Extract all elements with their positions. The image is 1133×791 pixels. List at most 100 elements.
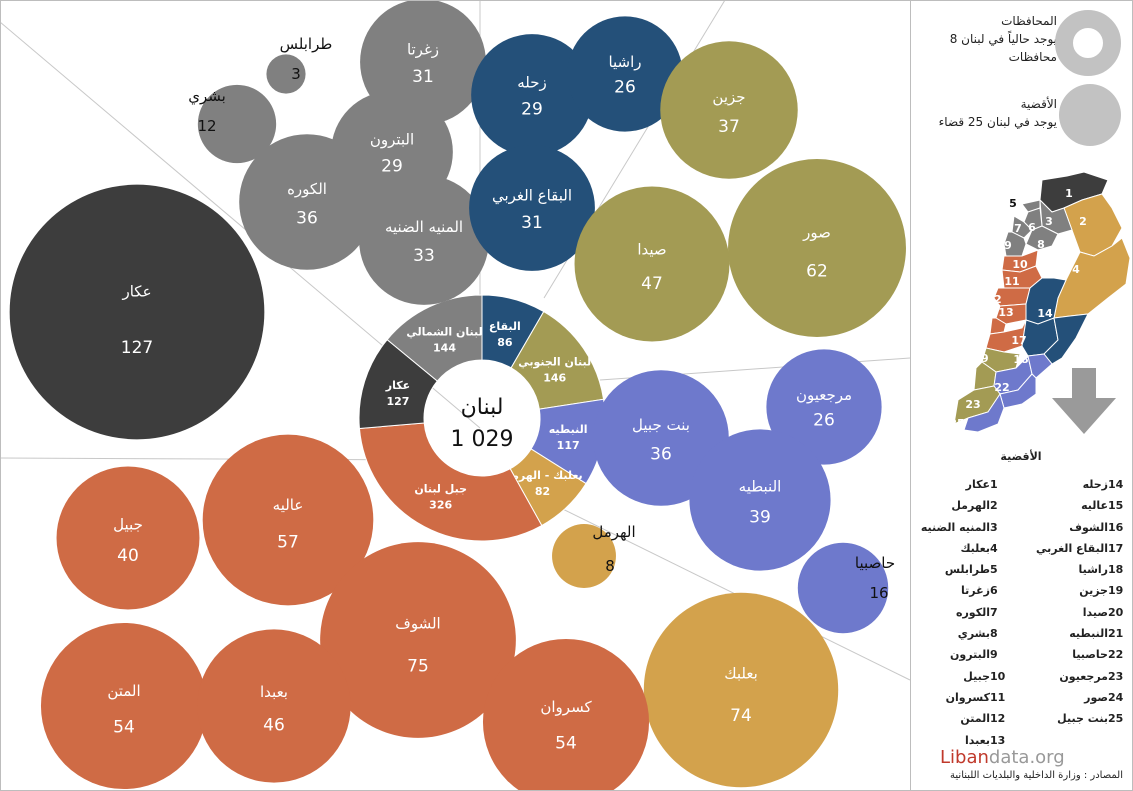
map-district-number: 23	[965, 398, 980, 411]
district-index-name: جزين	[1079, 584, 1108, 598]
district-index-name: البترون	[950, 648, 990, 662]
district-bubble	[552, 524, 616, 588]
district-bubble	[660, 41, 798, 179]
district-bubble-value: 3	[291, 65, 301, 83]
district-bubble-value: 54	[113, 718, 135, 738]
district-bubble	[643, 592, 839, 788]
district-bubble	[9, 184, 265, 440]
donut-slice-label: عكار	[385, 379, 410, 392]
map-district-number: 11	[1004, 275, 1019, 288]
district-index-item: 15 عاليه	[1030, 499, 1126, 520]
donut-slice-label: لبنان الجنوبي	[518, 355, 591, 368]
district-index-number: 25	[1108, 712, 1124, 726]
district-bubble-label: البقاع الغربي	[492, 186, 572, 205]
district-index-number: 24	[1108, 690, 1124, 704]
district-index-number: 3	[990, 520, 998, 534]
district-bubble-label: المتن	[107, 682, 140, 700]
district-index-item: 7 الكوره	[914, 606, 1008, 627]
district-index-item: 20 صيدا	[1030, 606, 1126, 627]
district-bubble-value: 57	[277, 532, 299, 552]
district-bubble-label: زغرتا	[407, 40, 439, 58]
district-bubble	[359, 175, 489, 305]
map-district-number: 21	[959, 379, 974, 392]
districts-disc-symbol	[1059, 84, 1121, 146]
center-label: لبنان	[461, 395, 504, 420]
district-bubble-value: 29	[381, 156, 403, 176]
district-bubble-label: بعبدا	[260, 683, 288, 701]
district-index-item: 11 كسروان	[914, 691, 1008, 712]
district-bubble-label: كسروان	[540, 698, 592, 716]
district-index-item: 3 المنيه الضنيه	[914, 521, 1008, 542]
district-index-name: راشيا	[1078, 563, 1108, 577]
district-index-name: كسروان	[945, 690, 990, 704]
district-index-item: 2 الهرمل	[914, 499, 1008, 520]
map-district-number: 7	[1014, 222, 1022, 235]
district-bubble	[320, 542, 516, 738]
district-bubble	[40, 622, 208, 790]
map-district-number: 20	[943, 368, 959, 381]
district-bubble-label: الشوف	[395, 614, 440, 632]
district-index-name: الهرمل	[951, 499, 990, 513]
district-bubble	[471, 34, 593, 156]
district-index-name: حاصبيا	[1072, 648, 1108, 662]
center-value: 1 029	[451, 427, 514, 452]
district-index-item: 21 النبطيه	[1030, 627, 1126, 648]
governorates-ring-symbol	[1055, 10, 1121, 76]
district-index-name: المنيه الضنيه	[920, 520, 990, 534]
map-district-region	[995, 303, 1027, 325]
district-index-item: 13 بعبدا	[914, 734, 1008, 755]
donut-slice-label: جبل لبنان	[414, 483, 467, 496]
district-bubble-label: البترون	[370, 131, 414, 149]
district-bubble-label: مرجعيون	[796, 386, 852, 404]
district-index-number: 12	[990, 712, 1006, 726]
district-index-item: 16 الشوف	[1030, 521, 1126, 542]
district-bubble-value: 127	[121, 338, 153, 358]
district-index-number: 14	[1108, 478, 1124, 491]
district-bubble-value: 39	[749, 508, 771, 528]
map-district-number: 12	[986, 293, 1001, 306]
district-bubble-value: 47	[641, 274, 663, 294]
district-bubble-value: 36	[296, 209, 318, 229]
map-district-number: 2	[1079, 215, 1087, 228]
district-index-item: 5 طرابلس	[914, 563, 1008, 584]
district-bubble	[689, 429, 831, 571]
district-bubble-value: 36	[650, 445, 672, 465]
governorates-legend-title: المحافظات	[1001, 14, 1057, 28]
district-bubble-label: راشيا	[608, 53, 641, 71]
map-district-number: 10	[1012, 258, 1028, 271]
district-index-item: 10 جبيل	[914, 670, 1008, 691]
map-district-number: 17	[1011, 334, 1026, 347]
district-bubble	[266, 54, 306, 94]
district-bubble-label: صيدا	[637, 241, 666, 259]
district-index-name: البقاع الغربي	[1036, 541, 1108, 555]
district-index-item: 4 بعلبك	[914, 542, 1008, 563]
districts-legend: الأقضية يوجد في لبنان 25 قضاء	[917, 95, 1057, 131]
district-index-name: صيدا	[1082, 605, 1108, 619]
map-district-number: 18	[1013, 353, 1028, 366]
district-bubble-value: 31	[412, 67, 434, 87]
district-index-name: صور	[1084, 690, 1108, 704]
brand-name-a: Liban	[940, 747, 989, 768]
map-district-number: 4	[1072, 263, 1080, 276]
district-index-col-2: 1 عكار 2 الهرمل 3 المنيه الضنيه 4 بعلبك 5 طرابلس 6…	[914, 478, 1008, 755]
district-index-name: زغرتا	[961, 584, 990, 598]
map-district-number: 13	[998, 306, 1013, 319]
map-district-number: 9	[1004, 239, 1012, 252]
district-index-number: 5	[990, 563, 998, 577]
donut-slice-value: 326	[429, 499, 452, 512]
district-bubble-label: حاصبيا	[855, 554, 895, 572]
map-district-number: 3	[1045, 215, 1053, 228]
district-bubble-label: بنت جبيل	[632, 416, 690, 434]
governorates-legend: المحافظات يوجد حالياً في لبنان 8 محافظات	[917, 12, 1057, 66]
district-bubble-label: الكوره	[287, 180, 327, 198]
district-bubble-value: 31	[521, 213, 543, 233]
district-bubble	[239, 134, 375, 270]
map-district-number: 24	[934, 406, 950, 419]
districts-legend-text: يوجد في لبنان 25 قضاء	[938, 115, 1057, 129]
map-district-region	[963, 392, 1005, 433]
map-district-number: 8	[1037, 238, 1045, 251]
district-index-number: 16	[1108, 520, 1124, 534]
district-index-number: 18	[1108, 563, 1124, 577]
map-district-number: 15	[971, 316, 986, 329]
